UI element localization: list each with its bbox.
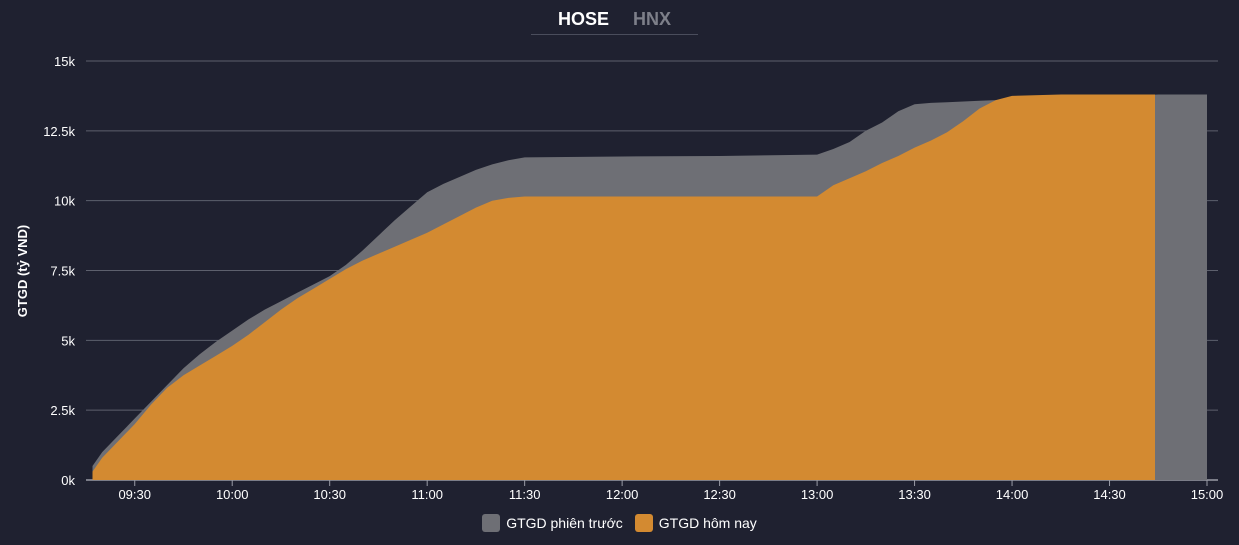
exchange-tabs: HOSE HNX — [531, 4, 698, 35]
x-tick-label: 14:00 — [996, 487, 1029, 502]
y-tick-label: 7.5k — [50, 264, 75, 279]
x-tick-label: 10:00 — [216, 487, 249, 502]
legend-swatch-previous — [482, 514, 501, 532]
y-tick-label: 0k — [61, 473, 75, 488]
x-tick-label: 11:00 — [411, 487, 443, 502]
tab-hnx[interactable]: HNX — [633, 8, 672, 29]
area-today — [92, 94, 1156, 480]
legend-item-previous[interactable]: GTGD phiên trước — [482, 514, 623, 532]
legend-item-today[interactable]: GTGD hôm nay — [634, 514, 757, 532]
x-tick-label: 14:30 — [1093, 487, 1126, 502]
trading-value-chart: 0k 2.5k 5k 7.5k 10k 12.5k 15k 09:30 10:00 10:30 11… — [15, 54, 1223, 502]
x-tick-label: 13:00 — [801, 487, 834, 502]
area-series — [92, 94, 1208, 480]
y-tick-label: 2.5k — [50, 403, 75, 418]
y-tick-label: 10k — [54, 194, 75, 209]
x-tick-label: 11:30 — [509, 487, 541, 502]
x-tick-label: 12:00 — [606, 487, 639, 502]
y-tick-label: 15k — [54, 54, 75, 69]
x-tick-label: 13:30 — [898, 487, 931, 502]
legend-swatch-today — [634, 514, 653, 532]
tab-hose[interactable]: HOSE — [557, 8, 609, 29]
y-tick-label: 12.5k — [43, 124, 75, 139]
legend-label-previous: GTGD phiên trước — [506, 515, 623, 531]
legend: GTGD phiên trước GTGD hôm nay — [0, 514, 1239, 532]
x-tick-label: 12:30 — [703, 487, 736, 502]
axes: 0k 2.5k 5k 7.5k 10k 12.5k 15k 09:30 10:00 10:30 11… — [43, 54, 1223, 502]
x-tick-label: 10:30 — [313, 487, 346, 502]
x-tick-label: 15:00 — [1191, 487, 1224, 502]
x-tick-label: 09:30 — [118, 487, 151, 502]
legend-label-today: GTGD hôm nay — [658, 515, 757, 531]
y-tick-label: 5k — [61, 333, 75, 348]
y-axis-label: GTGD (tỷ VND) — [15, 225, 30, 317]
